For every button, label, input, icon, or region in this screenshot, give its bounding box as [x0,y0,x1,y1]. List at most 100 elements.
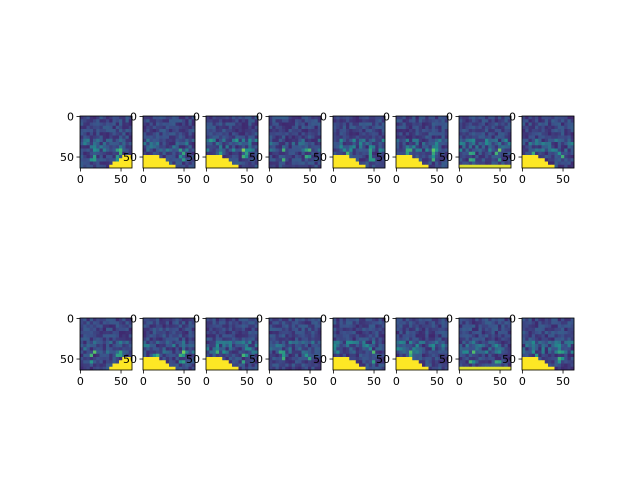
image-pixel [146,347,150,351]
image-pixel [248,129,252,133]
image-pixel [109,321,113,325]
image-pixel [561,158,565,162]
image-pixel [143,366,147,371]
image-pixel [175,347,180,351]
image-pixel [425,357,429,361]
image-pixel [365,119,370,123]
image-pixel [528,363,533,368]
image-pixel [531,340,536,345]
image-pixel [304,151,309,156]
image-pixel [269,360,273,364]
image-pixel [89,129,94,133]
image-pixel [149,135,154,140]
image-pixel [80,321,84,325]
panel-image-r1c1 [80,116,133,169]
image-pixel [352,324,357,329]
image-pixel [308,161,312,166]
image-pixel [475,138,479,143]
image-pixel [288,340,293,345]
image-pixel [352,164,357,169]
image-pixel [112,164,117,169]
image-pixel [528,151,533,156]
image-pixel [115,357,120,361]
image-pixel [301,148,306,153]
image-pixel [438,331,442,335]
image-pixel [106,327,110,332]
image-pixel [528,161,533,166]
image-pixel [219,129,223,133]
image-pixel [209,334,213,338]
image-pixel [301,360,306,364]
image-pixel [554,145,559,149]
image-pixel [311,344,315,348]
image-pixel [162,135,167,140]
image-pixel [298,158,302,162]
image-pixel [308,347,312,351]
image-pixel [178,366,183,371]
image-pixel [301,327,306,332]
image-pixel [507,337,512,342]
image-pixel [412,125,416,130]
image-pixel [444,148,449,153]
image-pixel [178,145,183,149]
image-pixel [146,357,150,361]
image-pixel [381,350,386,355]
image-pixel [428,357,433,361]
image-pixel [269,350,273,355]
image-pixel [185,129,189,133]
image-pixel [465,151,470,156]
image-pixel [544,324,549,329]
image-pixel [412,347,416,351]
image-pixel [359,145,363,149]
image-pixel [143,138,147,143]
image-pixel [86,142,91,146]
image-pixel [412,129,416,133]
image-pixel [115,318,120,322]
image-pixel [535,119,539,123]
image-pixel [285,138,289,143]
image-pixel [352,151,357,156]
image-pixel [80,155,84,159]
image-pixel [564,138,568,143]
image-pixel [368,340,373,345]
image-pixel [278,327,283,332]
image-pixel [122,347,126,351]
image-pixel [308,331,312,335]
image-pixel [188,366,193,371]
image-pixel [491,350,496,355]
image-pixel [459,360,463,364]
image-pixel [531,151,536,156]
image-pixel [378,318,383,322]
image-pixel [109,151,113,156]
image-pixel [228,334,233,338]
image-pixel [185,347,189,351]
image-pixel [342,116,347,120]
image-pixel [228,132,233,136]
image-pixel [288,357,293,361]
image-pixel [475,334,479,338]
image-pixel [435,321,439,325]
image-pixel [375,151,379,156]
image-pixel [333,321,337,325]
image-pixel [278,148,283,153]
image-pixel [561,344,565,348]
image-pixel [402,151,407,156]
image-pixel [99,340,104,345]
image-pixel [314,135,319,140]
image-pixel [372,151,376,156]
image-pixel [375,331,379,335]
image-pixel [522,116,526,120]
image-pixel [531,331,536,335]
image-pixel [504,347,509,351]
image-pixel [159,357,163,361]
image-pixel [311,360,315,364]
image-pixel [494,344,499,348]
image-pixel [159,331,163,335]
image-pixel [215,324,220,329]
image-pixel [93,318,97,322]
image-pixel [494,148,499,153]
image-pixel [169,344,173,348]
image-pixel [83,122,87,127]
image-pixel [149,132,154,136]
